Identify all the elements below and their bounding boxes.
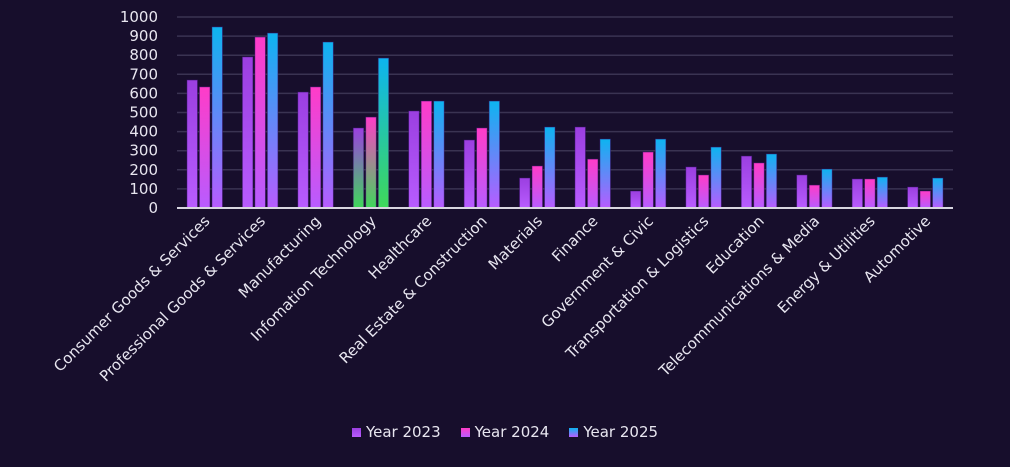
bars [186, 26, 944, 209]
bar-year-2023[interactable] [241, 56, 254, 209]
bar-year-2025[interactable] [322, 41, 334, 209]
bar-year-2024[interactable] [587, 158, 599, 209]
y-tick-label: 500 [129, 104, 158, 122]
y-tick-label: 1000 [120, 8, 158, 26]
bar-year-2024[interactable] [642, 151, 654, 209]
legend-label: Year 2023 [365, 423, 441, 441]
y-tick-label: 0 [148, 199, 158, 217]
bar-year-2023[interactable] [685, 166, 697, 209]
bar-year-2024[interactable] [309, 86, 322, 209]
bar-year-2025[interactable] [211, 26, 223, 209]
legend: Year 2023 Year 2024 Year 2025 [0, 423, 1010, 441]
legend-swatch-2023 [351, 427, 361, 437]
bar-year-2023[interactable] [907, 186, 919, 209]
bar-year-2025[interactable] [821, 168, 833, 209]
bar-year-2024[interactable] [808, 184, 821, 209]
bar-year-2025[interactable] [488, 100, 501, 209]
x-tick-label: Finance [548, 212, 601, 265]
bar-year-2023[interactable] [408, 110, 420, 209]
bar-year-2025[interactable] [654, 138, 667, 209]
bar-year-2023[interactable] [297, 91, 309, 209]
bar-year-2023[interactable] [574, 126, 586, 209]
bar-year-2024[interactable] [531, 165, 543, 209]
bar-year-2023[interactable] [186, 79, 198, 209]
bar-year-2024[interactable] [919, 190, 931, 209]
x-tick-label: Materials [485, 212, 546, 273]
bar-year-2023[interactable] [740, 155, 753, 209]
y-tick-label: 900 [129, 27, 158, 45]
y-tick-label: 700 [129, 65, 158, 83]
y-tick-label: 400 [129, 123, 158, 141]
legend-swatch-2025 [569, 427, 579, 437]
bar-year-2025[interactable] [544, 126, 556, 209]
bar-year-2024[interactable] [697, 174, 710, 209]
legend-item-2024[interactable]: Year 2024 [460, 423, 550, 441]
bar-year-2024[interactable] [365, 116, 377, 209]
legend-label: Year 2024 [474, 423, 550, 441]
y-tick-label: 300 [129, 142, 158, 160]
bar-year-2025[interactable] [433, 100, 445, 209]
y-tick-label: 800 [129, 46, 158, 64]
legend-swatch-2024 [460, 427, 470, 437]
bar-year-2025[interactable] [932, 177, 944, 209]
gridlines [177, 16, 953, 190]
bar-year-2023[interactable] [796, 174, 808, 209]
bar-year-2025[interactable] [876, 176, 889, 209]
bar-year-2024[interactable] [864, 178, 876, 209]
bar-year-2025[interactable] [765, 153, 778, 209]
bar-year-2024[interactable] [199, 86, 211, 209]
bar-year-2025[interactable] [599, 138, 611, 209]
x-tick-label: Energy & Utilities [774, 212, 879, 317]
y-tick-label: 100 [129, 180, 158, 198]
bar-year-2023[interactable] [851, 178, 864, 209]
legend-label: Year 2025 [583, 423, 659, 441]
bar-year-2025[interactable] [710, 146, 722, 209]
bar-year-2025[interactable] [377, 57, 390, 209]
legend-item-2023[interactable]: Year 2023 [351, 423, 441, 441]
bar-year-2024[interactable] [753, 162, 765, 209]
bar-year-2024[interactable] [254, 36, 266, 209]
y-tick-label: 200 [129, 161, 158, 179]
legend-item-2025[interactable]: Year 2025 [569, 423, 658, 441]
y-tick-label: 600 [129, 84, 158, 102]
bar-year-2024[interactable] [476, 127, 488, 209]
bar-year-2024[interactable] [420, 100, 433, 209]
bar-year-2023[interactable] [352, 127, 365, 209]
bar-year-2025[interactable] [266, 32, 279, 209]
bar-year-2023[interactable] [519, 177, 531, 209]
bar-year-2023[interactable] [629, 190, 642, 209]
bar-year-2023[interactable] [463, 139, 476, 209]
